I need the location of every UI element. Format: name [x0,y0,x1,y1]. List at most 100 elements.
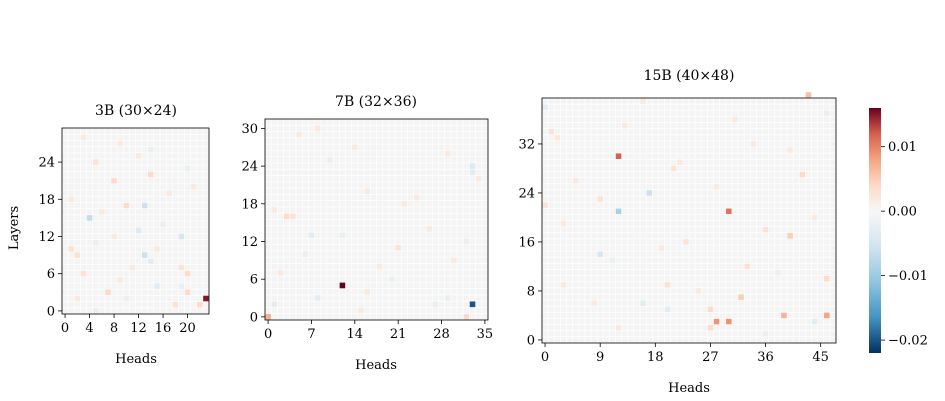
y-tick-label: 8 [527,284,535,299]
heatmap-cell [475,175,482,182]
heatmap-cell [750,141,757,147]
heatmap-cell [677,159,683,166]
x-tick-label: 14 [347,327,364,342]
plot-frame-3b [61,127,210,315]
x-axis-label-15b: Heads [668,381,710,396]
x-tick-label: 27 [702,350,719,365]
y-tick-label: 0 [47,304,55,319]
heatmap-cell [190,184,197,190]
heatmap-cell [615,208,622,215]
heatmap-cells-3b [62,128,209,314]
y-tick-label: 18 [241,197,258,212]
heatmap-cell [283,213,290,220]
x-tick-label: 16 [155,321,172,336]
heatmap-3b: 3B (30×24) Heads Layers 0 4 8 12 16 20 0 6 12 18… [7,103,210,367]
heatmap-cell [824,275,830,282]
x-ticks-3b: 0 4 8 12 16 20 [61,314,196,336]
heatmap-cell [469,163,476,169]
y-tick-label: 12 [241,235,258,250]
heatmap-cell [166,190,172,196]
heatmap-cell [787,147,793,153]
heatmap-cell [92,239,99,246]
heatmap-cell [426,226,432,232]
heatmap-cell [707,324,714,331]
heatmap-cell [92,308,99,314]
heatmap-cell [670,165,677,172]
heatmap-cell [123,295,130,302]
heatmap-cell [762,226,769,233]
colorbar-ticks: 0.01 0.00 −0.01 −0.02 [881,140,928,349]
y-ticks-15b: 0 8 16 24 32 [518,137,542,348]
heatmap-cell [68,246,74,252]
heatmap-cell [542,104,548,110]
heatmap-cell [154,283,160,289]
y-tick-label: 0 [250,310,258,325]
heatmap-cell [271,207,278,213]
heatmap-cell [265,314,271,320]
x-tick-label: 8 [110,321,118,336]
x-tick-label: 36 [757,350,774,365]
heatmap-cell [542,202,548,208]
heatmap-cell [597,196,603,202]
heatmap-cell [290,213,296,220]
x-tick-label: 4 [85,321,93,336]
plot-frame-7b [264,118,489,321]
heatmap-cell [99,208,105,215]
heatmap-cell [203,295,209,302]
heatmap-cell [695,288,701,294]
heatmap-grid-7b [265,119,488,320]
x-ticks-15b: 0 9 18 27 36 45 [541,343,829,365]
heatmap-cell [658,245,665,251]
y-tick-label: 18 [38,193,55,208]
heatmap-cell [738,294,744,300]
heatmap-cell [184,270,191,277]
heatmap-cell [80,134,87,141]
heatmap-cell [463,238,470,245]
x-axis-label-7b: Heads [355,358,397,373]
heatmap-cell [141,202,148,209]
heatmap-cell [339,282,346,289]
heatmap-cell [664,282,671,288]
x-tick-label: 45 [812,350,829,365]
y-tick-label: 30 [241,122,258,137]
y-tick-label: 0 [527,333,535,348]
heatmap-cell [560,282,567,288]
heatmap-cell [664,306,671,313]
x-tick-label: 0 [61,321,69,336]
heatmap-grid-3b [62,128,209,314]
y-tick-label: 12 [38,230,55,245]
heatmap-cell [296,131,302,138]
x-tick-label: 9 [596,350,604,365]
colorbar-tick-label: −0.02 [888,334,928,349]
heatmap-cell [726,318,732,325]
heatmap-cell [74,295,81,302]
heatmap-cell [621,122,628,129]
heatmap-cell [762,331,769,337]
heatmap-7b: 7B (32×36) Heads 0 7 14 21 28 35 0 6 12 18 24 30 [241,94,493,373]
heatmap-cell [463,314,470,320]
heatmap-cell [432,301,439,308]
x-tick-label: 21 [390,327,407,342]
x-tick-label: 18 [647,350,664,365]
heatmap-cell [824,312,830,319]
heatmap-cell [591,300,597,306]
heatmap-cell [787,233,793,239]
heatmap-cell [184,165,191,172]
heatmap-cell [178,264,185,271]
colorbar-gradient [869,108,881,353]
y-tick-label: 32 [518,137,535,152]
heatmap-cell [744,263,750,270]
heatmap-cell [308,232,315,239]
chart-title-15b: 15B (40×48) [644,68,735,84]
heatmap-cell [327,156,333,163]
heatmap-cell [811,318,818,325]
y-tick-label: 6 [47,267,55,282]
heatmap-cell [640,98,646,104]
colorbar-tick-label: 0.01 [888,140,917,155]
heatmap-cell [726,208,732,215]
heatmap-cell [141,252,148,258]
y-axis-label-3b: Layers [7,206,22,250]
heatmap-cell [314,125,321,132]
heatmap-cell [775,269,781,276]
heatmap-cell [117,277,123,283]
